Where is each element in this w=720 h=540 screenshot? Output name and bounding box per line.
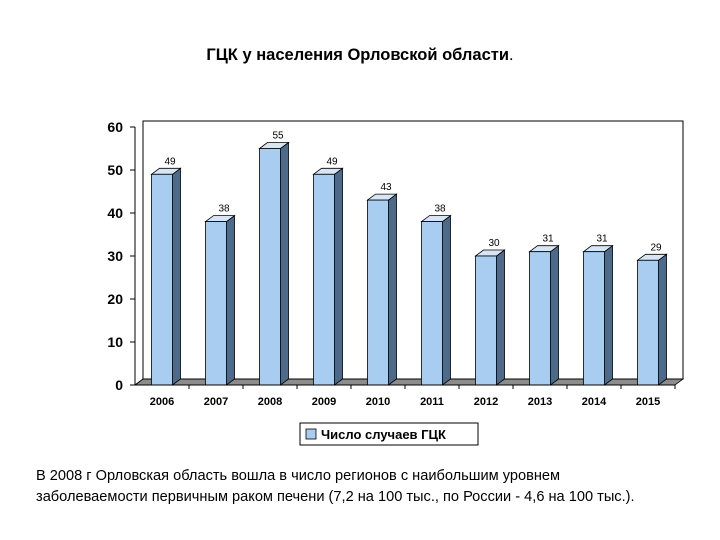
y-tick-label: 0 <box>115 377 123 393</box>
bar-2012 <box>474 249 506 386</box>
legend-label: Число случаев ГЦК <box>321 427 446 442</box>
bar-front <box>151 173 173 386</box>
bars: 49 38 55 49 43 38 30 31 31 29 <box>150 131 668 386</box>
x-axis: 2006 2007 2008 2009 2010 2011 2012 2013 2014 2015 <box>135 384 676 408</box>
legend-frame <box>299 422 479 446</box>
y-axis: 0 10 20 30 40 50 60 <box>107 119 136 393</box>
data-label: 43 <box>380 182 392 193</box>
legend: Число случаев ГЦК <box>299 422 479 446</box>
bar-2009 <box>312 167 344 386</box>
x-tick-label: 2014 <box>582 396 607 408</box>
x-tick-label: 2012 <box>474 396 498 408</box>
bar-2008 <box>258 141 290 386</box>
caption-line-1: В 2008 г Орловская область вошла в число… <box>36 468 561 484</box>
bar-side <box>658 253 667 386</box>
bar-front <box>205 221 227 386</box>
bar-side <box>604 244 613 386</box>
data-label: 38 <box>434 204 446 215</box>
bar-2013 <box>528 244 560 386</box>
x-tick-label: 2009 <box>312 396 336 408</box>
bar-side <box>334 167 343 386</box>
data-label: 38 <box>218 204 230 215</box>
x-tick-label: 2010 <box>366 396 390 408</box>
x-tick-label: 2006 <box>150 396 174 408</box>
bar-side <box>496 249 505 386</box>
page-title: ГЦК у населения Орловской области. <box>0 46 720 65</box>
x-tick-label: 2015 <box>636 396 660 408</box>
x-tick-label: 2013 <box>528 396 552 408</box>
bar-side <box>388 193 397 386</box>
legend-swatch <box>305 428 317 440</box>
data-label: 30 <box>488 238 500 249</box>
bar-front <box>583 251 605 386</box>
bar-2011 <box>420 214 452 386</box>
bar-side <box>280 141 289 386</box>
chart-corner-edge <box>134 378 144 386</box>
bar-2010 <box>366 193 398 386</box>
caption-line-2: заболеваемости первичным раком печени (7… <box>36 489 635 505</box>
data-label: 55 <box>272 131 284 142</box>
data-label: 31 <box>542 234 554 245</box>
bar-front <box>421 221 443 386</box>
bar-front <box>367 199 389 386</box>
bar-side <box>226 214 235 386</box>
y-tick-label: 60 <box>107 119 123 135</box>
bar-2015 <box>636 253 668 386</box>
data-label: 29 <box>650 242 662 253</box>
bar-front <box>637 259 659 386</box>
y-tick-label: 10 <box>107 334 123 350</box>
chart-back-wall <box>142 120 684 380</box>
x-tick-label: 2007 <box>204 396 228 408</box>
bar-2006 <box>150 167 182 386</box>
bar-front <box>529 251 551 386</box>
y-tick-label: 30 <box>107 248 123 264</box>
x-tick-label: 2008 <box>258 396 282 408</box>
bar-side <box>172 167 181 386</box>
bar-front <box>259 148 281 386</box>
y-tick-label: 20 <box>107 291 123 307</box>
bar-side <box>550 244 559 386</box>
chart-title: ГЦК у населения Орловской области <box>206 46 509 64</box>
y-tick-label: 40 <box>107 205 123 221</box>
caption: В 2008 г Орловская область вошла в число… <box>36 466 716 508</box>
bar-2007 <box>204 214 236 386</box>
data-label: 31 <box>596 234 608 245</box>
data-label: 49 <box>164 156 176 167</box>
bar-side <box>442 214 451 386</box>
bar-front <box>475 255 497 386</box>
bar-2014 <box>582 244 614 386</box>
y-tick-label: 50 <box>107 162 123 178</box>
data-label: 49 <box>326 156 338 167</box>
x-tick-label: 2011 <box>420 396 444 408</box>
bar-front <box>313 173 335 386</box>
title-period: . <box>509 46 514 64</box>
